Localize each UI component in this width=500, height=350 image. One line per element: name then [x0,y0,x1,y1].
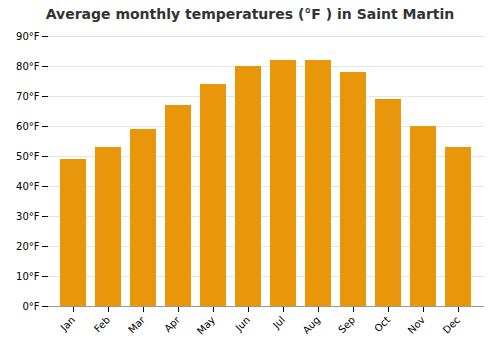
svg-text:Sep: Sep [336,314,357,335]
svg-text:0°F: 0°F [22,301,39,312]
svg-text:20°F: 20°F [16,241,40,252]
svg-text:Apr: Apr [162,314,183,335]
svg-text:Dec: Dec [441,314,462,335]
svg-text:Aug: Aug [301,314,323,336]
svg-text:70°F: 70°F [16,91,40,102]
svg-text:10°F: 10°F [16,271,40,282]
svg-text:Jun: Jun [233,314,253,334]
svg-text:Jul: Jul [270,314,287,331]
svg-text:May: May [195,314,217,336]
svg-text:Mar: Mar [126,314,148,336]
svg-text:Jan: Jan [58,314,77,333]
svg-text:Nov: Nov [406,314,428,336]
svg-text:Oct: Oct [372,314,392,334]
svg-text:30°F: 30°F [16,211,40,222]
svg-text:50°F: 50°F [16,151,40,162]
svg-text:80°F: 80°F [16,61,40,72]
svg-text:Feb: Feb [92,314,112,334]
svg-text:40°F: 40°F [16,181,40,192]
svg-text:60°F: 60°F [16,121,40,132]
svg-text:90°F: 90°F [16,31,40,42]
html-text:Average monthly temperatures (: Average monthly temperatures (°F ) in Sa… [45,6,455,22]
